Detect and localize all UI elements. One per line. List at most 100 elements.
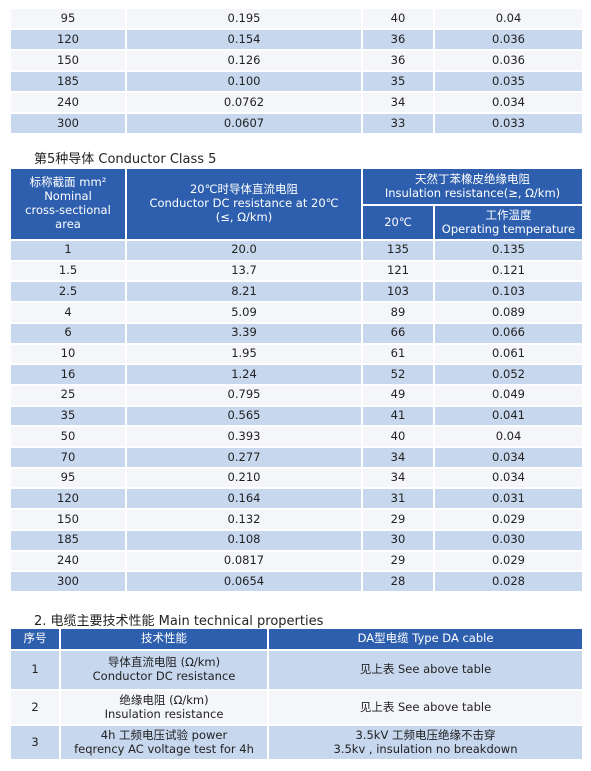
cell-text: 4 [64,304,72,319]
table-cell: 36 [362,29,434,50]
cell-text: 标称截面 mm² [29,175,107,190]
cell-text: 0.132 [227,511,261,526]
cell-text: 95 [60,470,76,485]
table-cell: 10 [10,343,126,365]
section-title: 2. 电缆主要技术性能 Main technical properties [34,614,324,629]
cell-text: 185 [57,73,79,88]
table-cell: 0.031 [434,488,583,510]
header-cell: 20℃时导体直流电阻 Conductor DC resistance at 20℃… [126,168,362,240]
section-title: 第5种导体 Conductor Class 5 [34,152,217,167]
table-cell: 20.0 [126,240,362,261]
cell-text: 0.0607 [223,115,265,130]
cell-text: 70 [60,449,76,464]
table-cell: 33 [362,113,434,134]
cell-text: feqrency AC voltage test for 4h [74,741,254,756]
table-cell: 0.132 [126,509,362,530]
cell-text: 0.795 [227,387,261,402]
cell-text: 13.7 [231,263,257,278]
table-cell: 52 [362,364,434,385]
cell-text: 0.0654 [223,573,265,588]
cell-text: 0.164 [227,490,261,505]
table-cell: 50 [10,426,126,448]
table-cell: 25 [10,384,126,406]
table-cell: 70 [10,447,126,468]
table-cell: 0.154 [126,29,362,50]
cell-text: 1.24 [231,366,257,381]
table-cell: 0.135 [434,240,583,261]
table-cell: 2.5 [10,281,126,303]
cell-text: 0.034 [492,94,525,109]
table-cell: 300 [10,571,126,592]
cell-text: 1 [64,242,72,257]
table-cell: 0.0762 [126,92,362,113]
table-cell: 0.121 [434,260,583,282]
table-cell: 0.034 [434,467,583,489]
table-cell: 4h 工频电压试验 power feqrency AC voltage test … [60,725,268,760]
cell-text: 95 [60,10,76,25]
table-cell: 34 [362,447,434,468]
table-cell: 0.030 [434,529,583,551]
cell-text: 3.5kv , insulation no breakdown [333,741,518,756]
table-cell: 4 [10,302,126,323]
table-cell: 1.95 [126,343,362,365]
cell-text: 61 [390,345,406,360]
cell-text: 2 [31,699,39,714]
cell-text: 36 [390,52,406,67]
table-cell: 89 [362,302,434,323]
cell-text: 0.028 [492,573,525,588]
cell-text: 0.121 [492,263,525,278]
cell-text: 10 [60,345,76,360]
table-cell: 13.7 [126,260,362,282]
cell-text: Nominal [44,189,92,204]
table-cell: 0.108 [126,529,362,551]
cell-text: 0.154 [227,31,261,46]
cell-text: 185 [57,532,79,547]
cell-text: 0.029 [492,511,525,526]
cell-text: 16 [60,366,76,381]
cell-text: 0.036 [492,31,525,46]
table-cell: 绝缘电阻 (Ω/km) Insulation resistance [60,690,268,725]
table-cell: 0.049 [434,384,583,406]
cell-text: (≤, Ω/km) [215,209,273,224]
table-cell: 1 [10,240,126,261]
cell-text: 50 [60,428,76,443]
cell-text: 0.100 [227,73,261,88]
header-cell: 技术性能 [60,628,268,650]
table-cell: 0.035 [434,71,583,92]
cell-text: 30 [390,532,406,547]
cell-text: 52 [390,366,406,381]
cell-text: 35 [60,408,76,423]
table-cell: 0.103 [434,281,583,303]
table-cell: 0.033 [434,113,583,134]
cell-text: 300 [57,115,79,130]
table-cell: 0.393 [126,426,362,448]
table-cell: 2 [10,690,60,725]
table-cell: 95 [10,467,126,489]
cell-text: 0.034 [492,470,525,485]
table-cell: 66 [362,322,434,344]
table-cell: 1 [10,650,60,690]
cell-text: 0.135 [492,242,525,257]
table-cell: 300 [10,113,126,134]
cell-text: 240 [57,553,79,568]
cell-text: 0.04 [495,428,522,443]
cell-text: 0.029 [492,553,525,568]
table-cell: 0.089 [434,302,583,323]
table-cell: 150 [10,509,126,530]
table-cell: 0.029 [434,509,583,530]
cell-text: 20℃ [384,214,412,229]
header-cell: 工作温度 Operating temperature [434,205,583,240]
cell-text: 240 [57,94,79,109]
cell-text: 36 [390,31,406,46]
table-cell: 见上表 See above table [268,650,583,690]
cell-text: Insulation resistance [104,706,224,721]
cell-text: 4h 工频电压试验 power [100,727,228,742]
cell-text: 工作温度 [485,207,532,222]
cell-text: 绝缘电阻 (Ω/km) [119,692,209,707]
cell-text: 0.195 [227,10,261,25]
cell-text: Operating temperature [441,221,576,236]
cell-text: 6 [64,325,72,340]
table-cell: 见上表 See above table [268,690,583,725]
cell-text: 天然丁苯橡皮绝缘电阻 [415,171,530,186]
table-cell: 0.036 [434,29,583,50]
